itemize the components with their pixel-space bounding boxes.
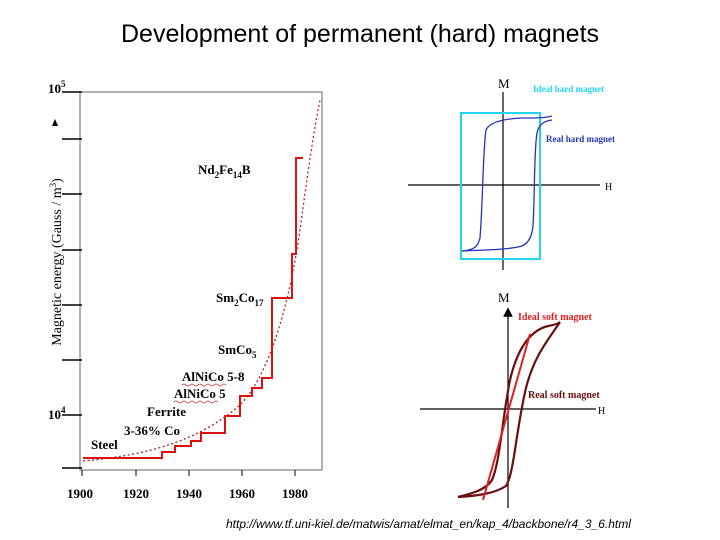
label-smco5: SmCo5 [218,342,257,360]
real-hard-label: Real hard magnet [546,134,615,144]
ideal-soft-line [482,333,531,501]
source-url: http://www.tf.uni-kiel.de/matwis/amat/el… [226,517,631,531]
ideal-hard-loop [460,112,541,260]
label-ferrite: Ferrite [147,404,186,419]
plot-frame [79,91,323,471]
hard-magnet-loop: M H Ideal hard magnet Real hard magnet [408,76,615,270]
real-soft-label: Real soft magnet [528,390,600,401]
x-tick-label: 1980 [282,486,308,501]
y-axis-label: Magnetic energy (Gauss / m3) [48,178,65,346]
real-soft-loop-right [457,321,561,499]
m-axis-label: M [498,290,510,305]
x-tick-label: 1920 [123,486,149,501]
label-co-steel: 3-36% Co [124,423,180,438]
label-nd2fe14b: Nd2Fe14B [198,162,251,180]
m-axis-label: M [498,76,510,91]
energy-step-curve [83,157,303,459]
x-tick-marks [81,470,296,476]
x-tick-label: 1960 [229,486,255,501]
x-tick-label: 1940 [176,486,202,501]
label-steel: Steel [91,437,118,452]
y-tick-label-bottom: 104 [48,405,66,422]
label-alnico-5-8: AlNiCo 5-8 [182,369,245,384]
real-hard-loop-upper [461,115,553,252]
ideal-hard-label: Ideal hard magnet [533,84,604,94]
alnico-58-underline [181,383,227,387]
y-tick-marks [62,91,82,469]
h-axis-label: H [598,406,605,417]
trend-curve [82,99,321,462]
label-sm2co17: Sm2Co17 [216,290,264,308]
label-alnico-5: AlNiCo 5 [174,386,226,401]
y-tick-label-top: 105 [48,79,66,96]
y-axis-arrow-icon [52,119,58,126]
soft-magnet-loop: M H Ideal soft magnet Real soft magnet [420,290,605,508]
slide-title: Development of permanent (hard) magnets [120,20,600,48]
energy-chart: Magnetic energy (Gauss / m3) 105 104 190… [48,79,323,501]
alnico-5-underline [173,400,219,404]
x-tick-label: 1900 [67,486,93,501]
h-axis-label: H [605,182,612,193]
real-hard-loop-lower [461,119,553,252]
ideal-soft-label: Ideal soft magnet [518,312,593,323]
